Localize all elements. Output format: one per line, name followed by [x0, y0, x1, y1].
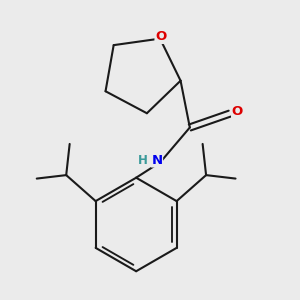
- Text: O: O: [232, 105, 243, 119]
- Text: N: N: [152, 154, 163, 167]
- Text: O: O: [155, 30, 166, 44]
- Text: H: H: [137, 154, 147, 167]
